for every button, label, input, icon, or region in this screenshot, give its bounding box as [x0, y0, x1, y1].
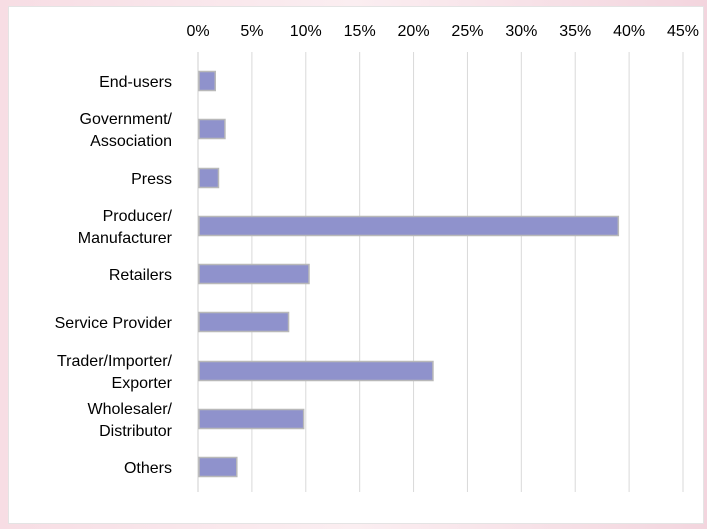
category-label: Producer/	[103, 208, 173, 225]
category-label: Manufacturer	[78, 230, 173, 247]
bar	[198, 311, 290, 333]
bar	[198, 70, 216, 92]
category-label: Exporter	[112, 375, 173, 392]
x-tick-label: 25%	[451, 23, 483, 40]
x-tick-label: 10%	[290, 23, 322, 40]
category-label: Association	[90, 133, 172, 150]
category-label: Distributor	[99, 423, 173, 440]
category-label: Retailers	[109, 267, 172, 284]
x-tick-label: 0%	[186, 23, 209, 40]
bar	[198, 263, 310, 285]
x-tick-label: 40%	[613, 23, 645, 40]
x-tick-label: 5%	[240, 23, 263, 40]
bar	[198, 167, 220, 189]
bar	[198, 118, 226, 140]
x-tick-label: 45%	[667, 23, 699, 40]
x-tick-label: 30%	[505, 23, 537, 40]
bar	[198, 360, 434, 382]
category-label: Press	[131, 171, 172, 188]
category-label: End-users	[99, 74, 172, 91]
category-label: Others	[124, 460, 172, 477]
category-label: Government/	[80, 111, 173, 128]
category-label: Trader/Importer/	[57, 353, 173, 370]
x-tick-label: 20%	[398, 23, 430, 40]
x-tick-label: 35%	[559, 23, 591, 40]
x-tick-label: 15%	[344, 23, 376, 40]
bar	[198, 456, 238, 478]
bar	[198, 408, 305, 430]
category-label: Service Provider	[55, 315, 173, 332]
category-label: Wholesaler/	[88, 401, 173, 418]
bar	[198, 215, 620, 237]
chart-panel	[8, 6, 704, 524]
